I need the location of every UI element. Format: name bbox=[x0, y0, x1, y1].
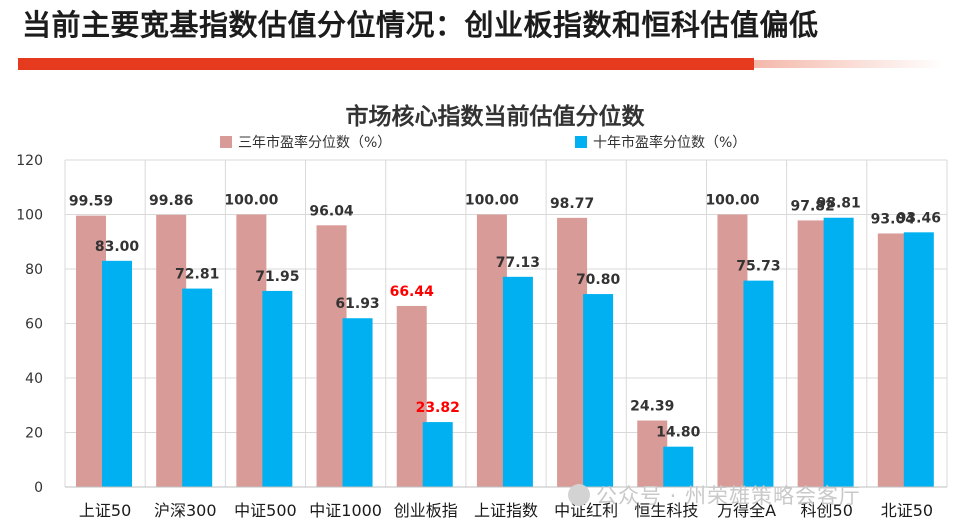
legend-label-ten-year: 十年市盈率分位数（%） bbox=[593, 134, 746, 151]
bar-ten-year bbox=[262, 290, 293, 487]
data-label-ten-year: 98.81 bbox=[816, 196, 860, 212]
data-label-three-year: 24.39 bbox=[630, 399, 674, 415]
bars-layer bbox=[76, 214, 934, 488]
data-label-ten-year: 83.00 bbox=[95, 239, 140, 255]
bar-ten-year bbox=[422, 422, 453, 487]
bar-three-year bbox=[797, 220, 828, 488]
bar-ten-year bbox=[903, 232, 934, 487]
bar-ten-year bbox=[663, 446, 694, 487]
data-label-ten-year: 14.80 bbox=[656, 425, 701, 441]
x-category-label: 科创50 bbox=[801, 501, 853, 520]
x-category-label: 北证50 bbox=[881, 501, 933, 520]
title-underline-bar bbox=[18, 58, 754, 70]
data-label-three-year: 100.00 bbox=[465, 193, 519, 209]
chart-title: 市场核心指数当前估值分位数 bbox=[346, 103, 646, 130]
data-label-ten-year: 75.73 bbox=[736, 259, 780, 275]
x-category-label: 恒生科技 bbox=[634, 501, 698, 520]
x-category-label: 中证1000 bbox=[309, 501, 382, 520]
data-label-ten-year: 71.95 bbox=[255, 269, 299, 285]
y-tick-label: 60 bbox=[25, 317, 43, 333]
wechat-icon bbox=[568, 484, 590, 506]
bar-ten-year bbox=[583, 294, 614, 487]
x-category-label: 上证指数 bbox=[474, 501, 538, 520]
bar-three-year bbox=[76, 215, 106, 487]
data-label-ten-year: 61.93 bbox=[335, 296, 379, 312]
bar-ten-year bbox=[182, 288, 213, 487]
bar-ten-year bbox=[102, 260, 132, 487]
bar-three-year bbox=[396, 305, 427, 487]
legend-label-three-year: 三年市盈率分位数（%） bbox=[238, 134, 391, 151]
bar-ten-year bbox=[502, 276, 533, 487]
y-tick-label: 80 bbox=[25, 262, 43, 278]
x-category-label: 上证50 bbox=[79, 501, 131, 520]
data-label-three-year: 96.04 bbox=[309, 203, 354, 219]
bar-three-year bbox=[236, 214, 267, 487]
title-underline-fade bbox=[754, 60, 944, 68]
data-label-three-year: 100.00 bbox=[224, 193, 278, 209]
data-label-three-year: 99.86 bbox=[149, 193, 193, 209]
bar-ten-year bbox=[743, 280, 774, 487]
bar-three-year bbox=[476, 214, 507, 487]
legend-swatch-three-year bbox=[220, 136, 232, 148]
legend-swatch-ten-year bbox=[575, 136, 587, 148]
y-tick-label: 20 bbox=[25, 426, 43, 442]
data-label-three-year: 99.59 bbox=[69, 194, 113, 210]
axis-layer: 0 20 40 60 80 100 120 上证50 沪深300 中证500 中证1000 创业板指上… bbox=[16, 153, 947, 520]
x-category-label: 万得全A bbox=[717, 501, 776, 520]
data-label-ten-year: 23.82 bbox=[416, 400, 460, 416]
watermark: 公众号 · 州荣雄策略会客厅 bbox=[568, 480, 861, 510]
data-label-ten-year: 72.81 bbox=[175, 267, 219, 283]
x-category-label: 创业板指 bbox=[394, 501, 458, 520]
data-label-ten-year: 93.46 bbox=[897, 210, 941, 226]
legend: 三年市盈率分位数（%） 十年市盈率分位数（%） bbox=[220, 134, 746, 151]
data-label-three-year: 100.00 bbox=[705, 193, 759, 209]
data-label-ten-year: 77.13 bbox=[496, 255, 540, 271]
data-label-three-year: 98.77 bbox=[550, 196, 594, 212]
labels-layer: 99.59 83.00 99.86 72.81 100.00 71.95 96.04 61.9… bbox=[69, 193, 941, 441]
y-tick-label: 100 bbox=[16, 208, 43, 224]
data-label-ten-year: 70.80 bbox=[576, 272, 621, 288]
bar-ten-year bbox=[823, 217, 854, 488]
bar-three-year bbox=[557, 217, 588, 487]
bar-three-year bbox=[877, 233, 908, 487]
y-tick-label: 0 bbox=[34, 480, 43, 496]
bar-three-year bbox=[717, 214, 748, 487]
bar-three-year bbox=[156, 214, 187, 487]
y-tick-label: 120 bbox=[16, 153, 43, 169]
x-category-label: 中证红利 bbox=[554, 501, 618, 520]
data-label-three-year: 97.82 bbox=[790, 198, 834, 214]
watermark-text: 公众号 · 州荣雄策略会客厅 bbox=[596, 484, 862, 508]
data-label-three-year: 93.04 bbox=[871, 211, 916, 227]
page-title: 当前主要宽基指数估值分位情况：创业板指数和恒科估值偏低 bbox=[22, 8, 819, 42]
data-label-three-year: 66.44 bbox=[390, 284, 435, 300]
bar-ten-year bbox=[342, 318, 373, 487]
x-category-label: 沪深300 bbox=[154, 501, 217, 520]
y-tick-label: 40 bbox=[25, 371, 43, 387]
bar-three-year bbox=[637, 420, 668, 487]
x-category-label: 中证500 bbox=[234, 501, 297, 520]
bar-three-year bbox=[316, 225, 347, 487]
